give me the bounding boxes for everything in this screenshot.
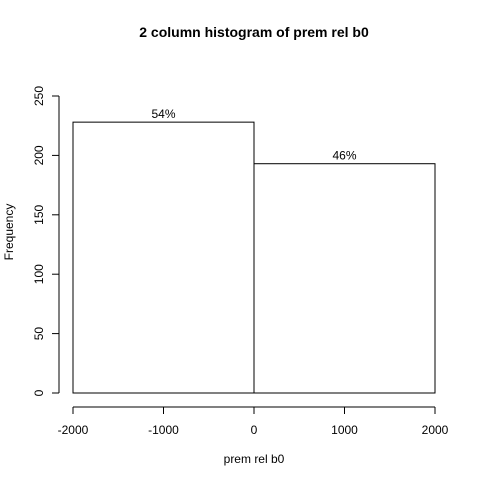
- x-axis: -2000 -1000 0 1000 2000: [58, 406, 449, 437]
- x-tick-label: -1000: [148, 423, 179, 437]
- bar-percent-label-2: 46%: [332, 149, 356, 163]
- chart-title: 2 column histogram of prem rel b0: [139, 24, 369, 40]
- y-tick-label: 50: [32, 327, 46, 341]
- y-tick-label: 150: [32, 204, 46, 224]
- y-axis-label: Frequency: [2, 204, 16, 261]
- x-tick-label: 0: [251, 423, 258, 437]
- x-tick-label: 1000: [331, 423, 358, 437]
- bars: [72, 121, 436, 394]
- y-tick-label: 0: [32, 389, 46, 396]
- bar-labels: 54% 46%: [151, 107, 356, 163]
- bar-percent-label-1: 54%: [151, 107, 175, 121]
- y-tick-label: 100: [32, 264, 46, 284]
- x-tick-label: 2000: [422, 423, 449, 437]
- y-tick-label: 200: [32, 145, 46, 165]
- x-axis-label: prem rel b0: [224, 452, 285, 466]
- y-tick-label: 250: [32, 86, 46, 106]
- y-axis: 0 50 100 150 200 250: [32, 86, 60, 396]
- histogram-bar-2: [253, 163, 436, 394]
- histogram-bar-1: [72, 121, 255, 394]
- x-tick-label: -2000: [58, 423, 89, 437]
